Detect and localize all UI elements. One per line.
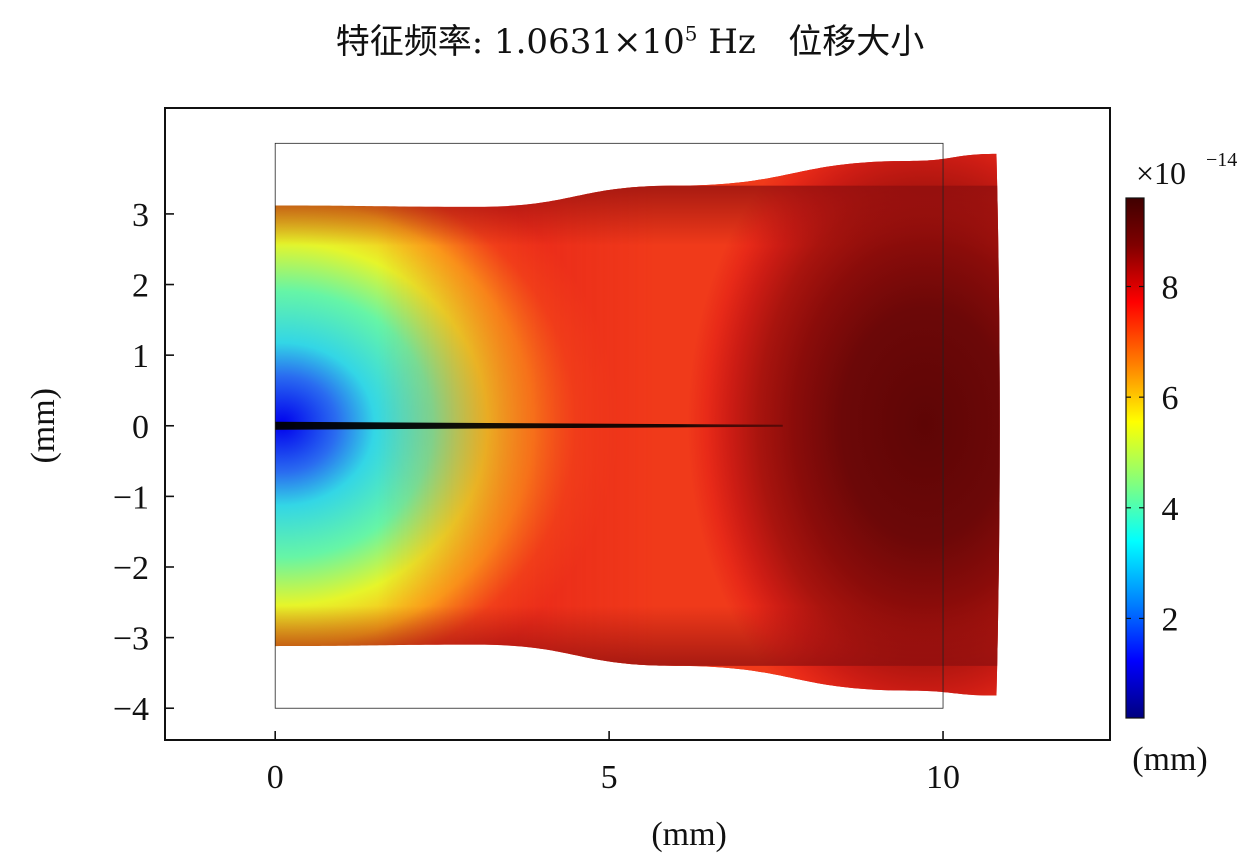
x-axis-label: (mm) [651, 816, 727, 853]
colorbar-tick-label: 2 [1162, 601, 1179, 638]
y-tick-label: −1 [113, 479, 149, 516]
colorbar-tick-label: 6 [1162, 380, 1179, 417]
plot-area [274, 142, 1000, 709]
chart-title-prefix: 特征频率: 1.0631×10 [335, 22, 685, 62]
y-tick-label: 2 [132, 268, 149, 305]
colorbar-multiplier-exponent: −14 [1206, 149, 1237, 171]
colorbar-tick-label: 4 [1162, 491, 1179, 528]
reference-box [274, 142, 944, 709]
y-tick-label: −3 [113, 621, 149, 658]
y-tick-label: 1 [132, 338, 149, 375]
chart-title-suffix: Hz 位移大小 [697, 22, 925, 62]
colorbar-multiplier: ×10 [1136, 155, 1186, 191]
x-tick-label: 5 [601, 759, 618, 796]
colorbar-gradient [1125, 197, 1145, 719]
axes-frame [164, 107, 1111, 741]
field-bottom-edge-shade [275, 605, 1000, 666]
crack-line [275, 421, 783, 430]
colorbar-tick-label: 8 [1162, 270, 1179, 307]
y-tick-label: 3 [132, 197, 149, 234]
x-tick-label: 0 [267, 759, 284, 796]
y-axis-label: (mm) [25, 388, 62, 464]
chart-title: 特征频率: 1.0631×105 Hz 位移大小 [0, 14, 1260, 63]
x-tick-label: 10 [926, 759, 960, 796]
y-tick-label: −2 [113, 550, 149, 587]
chart-title-exponent: 5 [684, 21, 698, 46]
colorbar-unit: (mm) [1132, 741, 1208, 778]
field-top-edge-shade [275, 185, 1000, 246]
y-tick-label: −4 [113, 691, 149, 728]
colorbar: 2 4 6 8 ×10 −14 (mm) [1125, 149, 1237, 778]
y-tick-label: 0 [132, 409, 149, 446]
